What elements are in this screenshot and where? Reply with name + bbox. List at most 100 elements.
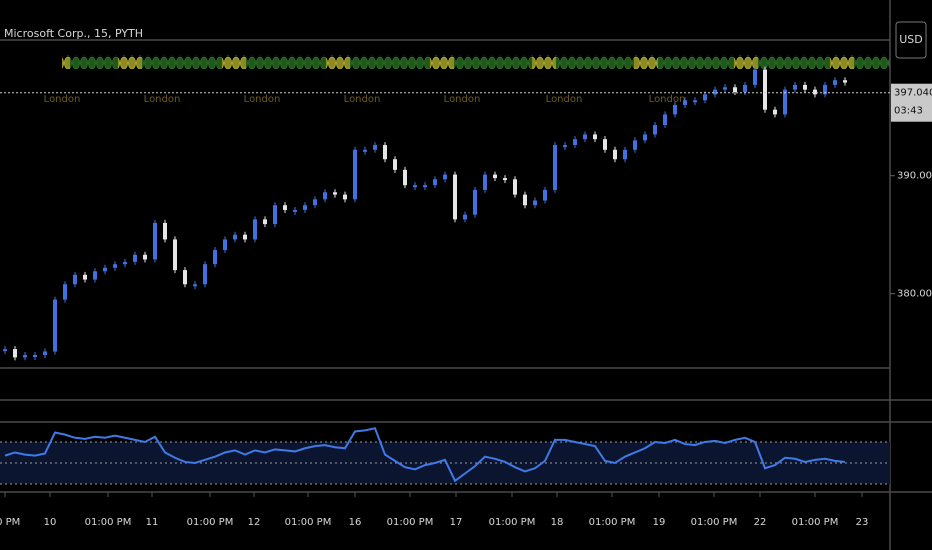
countdown: 03:43 — [894, 106, 923, 117]
candle-body — [603, 139, 607, 150]
candle-body — [273, 205, 277, 225]
x-tick-label: 23 — [856, 517, 869, 528]
candle-body — [13, 349, 17, 358]
y-tick-label: 380.00000 — [897, 289, 932, 300]
currency: USD — [899, 33, 923, 46]
candle-body — [53, 299, 57, 352]
candle-body — [33, 355, 37, 358]
session-label: London — [144, 94, 181, 105]
candle-body — [73, 274, 77, 285]
session-highlights — [62, 55, 854, 69]
session-label: London — [444, 94, 481, 105]
x-tick-label: 10 — [44, 517, 57, 528]
candle-body — [173, 239, 177, 271]
x-tick-label: 22 — [754, 517, 767, 528]
candle-body — [843, 80, 847, 83]
chart-title: Microsoft Corp., 15, PYTH — [4, 27, 143, 40]
candle-body — [743, 84, 747, 92]
session-label: London — [244, 94, 281, 105]
candle-body — [123, 261, 127, 265]
candle-body — [443, 174, 447, 180]
x-tick-label: 01:00 PM — [489, 517, 536, 528]
osc-line — [4, 427, 846, 483]
candle-body — [43, 351, 47, 356]
candle-body — [83, 274, 87, 280]
currency-box[interactable] — [895, 21, 927, 59]
candle-body — [213, 250, 217, 265]
x-tick-label: 01:00 PM — [85, 517, 132, 528]
candle-body — [223, 239, 227, 251]
candle-body — [623, 149, 627, 160]
x-tick-label: 01:00 PM — [387, 517, 434, 528]
candle-body — [513, 179, 517, 195]
last-price-box — [891, 83, 932, 122]
candle-body — [553, 145, 557, 190]
candle-body — [313, 199, 317, 206]
candle-body — [673, 104, 677, 115]
candle-body — [733, 87, 737, 92]
candle-body — [573, 139, 577, 146]
candle-body — [773, 109, 777, 115]
x-tick-label: 00 PM — [0, 517, 20, 528]
candle-body — [763, 69, 767, 110]
x-tick-label: 17 — [450, 517, 463, 528]
candle-body — [413, 185, 417, 188]
x-tick-label: 01:00 PM — [792, 517, 839, 528]
candle-body — [353, 149, 357, 200]
session-label: London — [44, 94, 81, 105]
candle-body — [243, 234, 247, 240]
candle-body — [543, 189, 547, 201]
session-label: London — [344, 94, 381, 105]
candle-body — [103, 267, 107, 272]
candle-body — [633, 140, 637, 150]
candle-body — [613, 149, 617, 160]
candle-body — [203, 264, 207, 285]
candle-body — [563, 145, 567, 148]
candle-body — [833, 80, 837, 85]
candle-body — [723, 87, 727, 90]
candle-body — [703, 94, 707, 101]
candle-body — [593, 134, 597, 140]
candle-body — [363, 149, 367, 152]
candle-body — [583, 134, 587, 140]
x-tick-label: 18 — [551, 517, 564, 528]
x-tick-label: 19 — [653, 517, 666, 528]
candle-body — [683, 100, 687, 105]
candle-body — [753, 69, 757, 85]
candle-body — [653, 125, 657, 135]
candle-body — [783, 89, 787, 115]
candle-body — [283, 205, 287, 210]
candle-body — [23, 355, 27, 358]
x-tick-label: 16 — [349, 517, 362, 528]
candle-body — [333, 192, 337, 195]
candle-body — [183, 270, 187, 285]
candle-body — [433, 179, 437, 186]
candle-body — [483, 174, 487, 190]
last-price-label: 397.04002 — [894, 88, 932, 99]
x-tick-label: 12 — [248, 517, 261, 528]
candle-body — [293, 209, 297, 212]
candle-body — [63, 284, 67, 300]
candle-body — [373, 145, 377, 150]
candle-body — [533, 200, 537, 206]
candle-body — [523, 194, 527, 206]
candle-body — [393, 159, 397, 170]
candle-body — [233, 234, 237, 240]
candle-body — [453, 174, 457, 220]
candle-body — [823, 84, 827, 95]
candle-body — [423, 185, 427, 188]
candle-body — [113, 264, 117, 268]
candle-body — [143, 254, 147, 260]
x-tick-label: 01:00 PM — [187, 517, 234, 528]
candle-body — [93, 271, 97, 280]
candle-body — [3, 349, 7, 352]
candle-body — [803, 84, 807, 90]
candle-body — [473, 189, 477, 215]
session-label: London — [649, 94, 686, 105]
x-tick-label: 01:00 PM — [691, 517, 738, 528]
candle-body — [343, 194, 347, 200]
candle-body — [323, 192, 327, 200]
candle-body — [463, 214, 467, 220]
x-tick-label: 01:00 PM — [589, 517, 636, 528]
